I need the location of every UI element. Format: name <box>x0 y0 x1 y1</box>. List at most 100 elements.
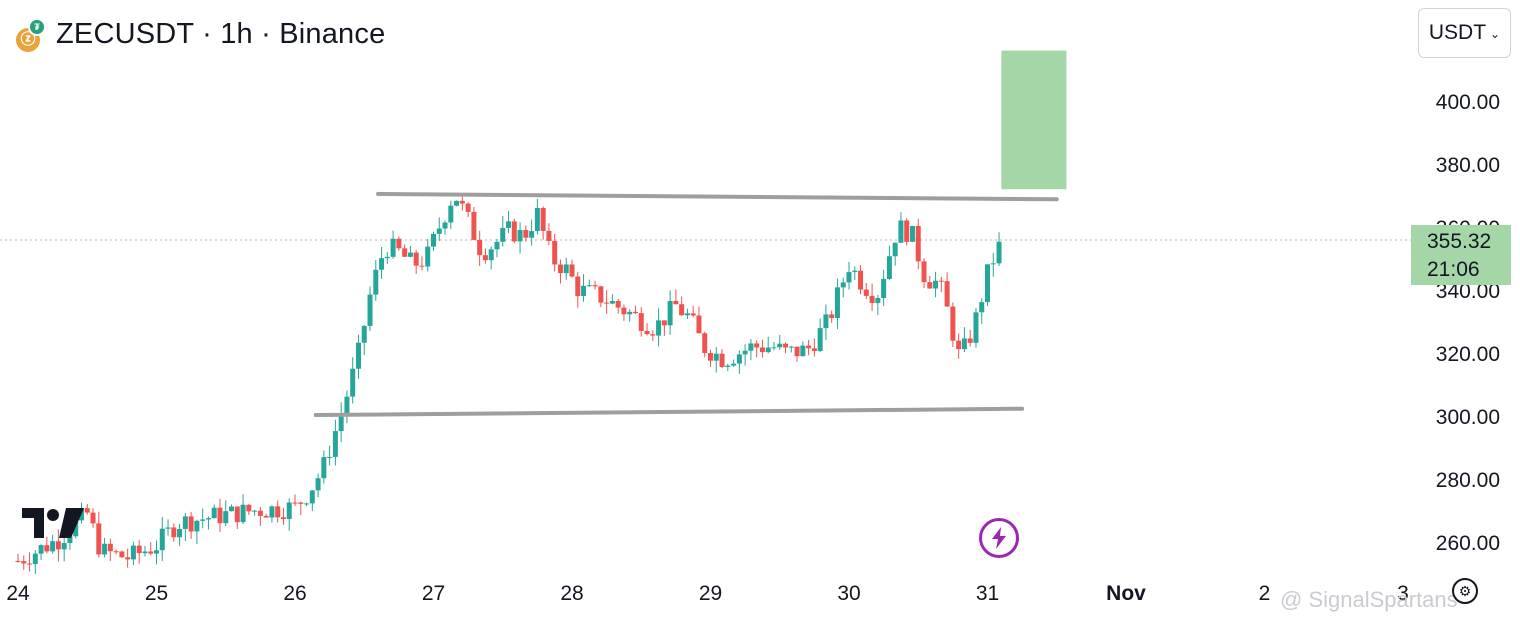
candle-bearish <box>915 225 921 262</box>
candle-bullish <box>823 314 829 329</box>
candle-bullish <box>431 233 436 247</box>
candle-bullish <box>563 264 569 274</box>
candle-bearish <box>696 315 702 334</box>
candle-bullish <box>73 520 79 537</box>
candle-bullish <box>909 225 915 242</box>
chevron-down-icon: ⌄ <box>1490 27 1501 41</box>
candle-bearish <box>950 306 956 341</box>
time-axis[interactable]: 24 25 26 27 28 29 30 31 Nov 2 3 <box>6 582 1409 605</box>
candle-bearish <box>280 517 286 520</box>
candle-bullish <box>286 502 292 520</box>
candle-bearish <box>482 255 488 261</box>
candle-bullish <box>817 328 823 352</box>
candle-bullish <box>229 506 235 512</box>
candle-bearish <box>863 289 869 296</box>
candle-bearish <box>927 282 933 289</box>
candle-bullish <box>656 320 662 336</box>
candle-bearish <box>794 346 800 357</box>
candle-bearish <box>419 265 425 267</box>
tether-badge-icon: ₮ <box>28 18 46 36</box>
channel-lower-trendline[interactable] <box>313 406 1025 418</box>
candle-bearish <box>511 221 517 242</box>
candle-bullish <box>875 298 881 304</box>
target-zone[interactable] <box>1001 50 1067 190</box>
candle-bearish <box>552 240 558 265</box>
candle-bearish <box>690 313 696 316</box>
candle-bullish <box>205 518 211 520</box>
time-tick-label: 26 <box>283 582 306 605</box>
zcash-coin-icon: ⓩ <box>16 28 40 52</box>
candle-bearish <box>708 353 713 361</box>
candle-bearish <box>904 220 910 242</box>
candle-bearish <box>956 340 962 350</box>
price-tick-label: 380.00 <box>1436 154 1500 177</box>
candle-bullish <box>355 342 361 369</box>
candle-bullish <box>38 545 44 554</box>
candle-bullish <box>886 256 892 279</box>
candle-bullish <box>154 550 159 554</box>
channel-upper-trendline[interactable] <box>376 191 1059 202</box>
candle-bearish <box>921 261 927 283</box>
candle-bullish <box>609 300 615 304</box>
candle-bearish <box>171 527 177 538</box>
candle-bearish <box>858 270 864 290</box>
candle-bullish <box>765 347 771 353</box>
candle-bearish <box>125 557 131 560</box>
candle-bullish <box>777 343 783 348</box>
candle-bullish <box>200 519 206 521</box>
candle-bearish <box>546 230 552 241</box>
candle-bearish <box>298 502 304 504</box>
currency-selector[interactable]: USDT ⌄ <box>1418 8 1511 58</box>
candle-bearish <box>598 286 604 303</box>
candle-bearish <box>234 506 240 523</box>
candle-bearish <box>523 229 529 238</box>
candle-bullish <box>840 282 846 288</box>
candle-bearish <box>632 311 638 314</box>
candle-bearish <box>27 563 33 565</box>
candle-bullish <box>321 457 327 479</box>
time-tick-label: 24 <box>6 582 30 605</box>
candle-bullish <box>846 272 852 283</box>
candle-bearish <box>246 504 252 512</box>
candle-bullish <box>304 503 310 505</box>
gear-icon[interactable]: ⚙ <box>1452 578 1478 604</box>
candle-bearish <box>673 300 679 305</box>
candle-bullish <box>223 511 229 524</box>
candle-bearish <box>650 334 656 336</box>
price-axis[interactable]: 260.00280.00300.00320.00340.00360.00380.… <box>1436 91 1500 555</box>
candle-bearish <box>811 348 817 352</box>
tradingview-logo[interactable] <box>22 506 86 540</box>
candle-bearish <box>661 320 667 326</box>
candle-bullish <box>50 541 56 552</box>
candle-bearish <box>471 211 477 240</box>
time-tick-label: 27 <box>422 582 445 605</box>
candle-bullish <box>448 205 454 223</box>
candle-bullish <box>361 325 367 343</box>
price-tick-label: 340.00 <box>1436 280 1500 303</box>
candle-bearish <box>263 515 269 518</box>
candle-bullish <box>627 311 633 315</box>
candle-bullish <box>61 543 67 550</box>
symbol-title[interactable]: ZECUSDT · 1h · Binance <box>56 17 386 50</box>
watermark-text: @ SignalSpartans <box>1280 587 1458 612</box>
candle-bullish <box>384 256 390 259</box>
candle-bullish <box>742 350 748 355</box>
candle-bullish <box>961 338 967 350</box>
time-tick-label: 31 <box>976 582 999 605</box>
flash-icon[interactable] <box>979 518 1019 558</box>
price-tick-label: 300.00 <box>1436 406 1500 429</box>
candle-bearish <box>575 276 581 297</box>
last-price-value: 355.32 <box>1427 230 1492 253</box>
candle-bullish <box>338 414 344 432</box>
candle-bullish <box>771 347 777 349</box>
candle-bearish <box>938 280 944 282</box>
candle-bearish <box>829 314 835 319</box>
candle-bearish <box>759 347 765 353</box>
candle-bullish <box>985 264 990 303</box>
candle-bullish <box>309 490 315 504</box>
candle-bullish <box>494 241 500 250</box>
candle-bullish <box>973 312 979 343</box>
candle-bullish <box>788 346 794 348</box>
candle-bullish <box>586 285 592 287</box>
